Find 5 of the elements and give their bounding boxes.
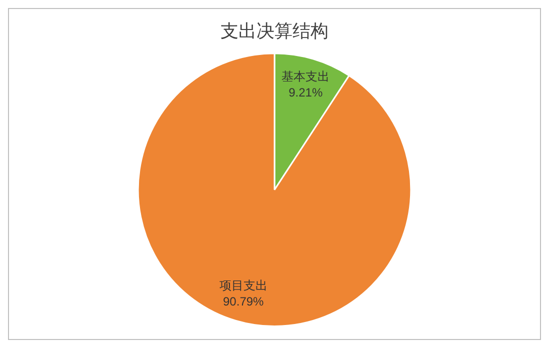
data-label: 90.79%	[223, 294, 264, 309]
slice-label: 基本支出	[282, 69, 330, 84]
chart-title: 支出决算结构	[220, 20, 328, 41]
data-label: 9.21%	[288, 85, 323, 100]
slice-label: 项目支出	[219, 278, 268, 293]
